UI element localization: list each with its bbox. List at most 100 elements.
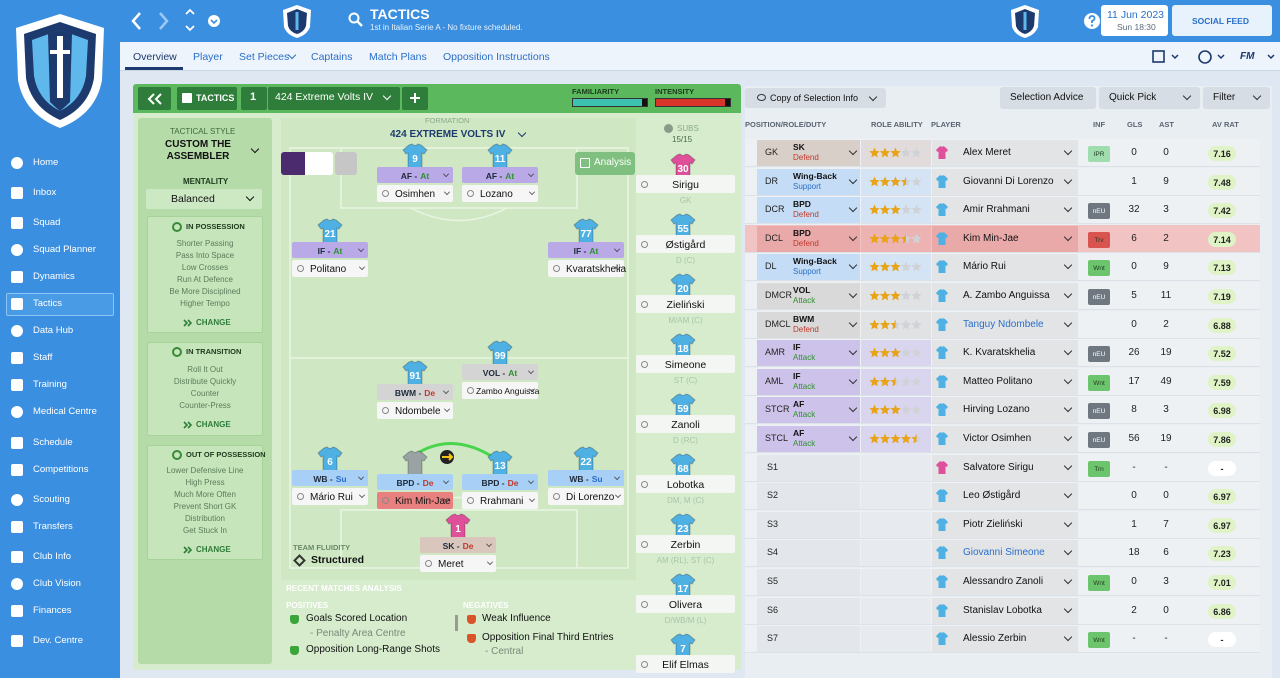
name-box[interactable]: Ndombele <box>377 402 453 419</box>
player-cell[interactable]: Alessio Zerbin <box>932 626 1078 653</box>
nav-item[interactable]: Club Vision <box>33 578 81 589</box>
sub-name-box[interactable]: Sirigu <box>636 175 735 193</box>
role-box[interactable]: IF - At <box>548 242 624 258</box>
tab[interactable]: Opposition Instructions <box>443 51 550 63</box>
player-name[interactable]: Kim Min-Jae <box>963 232 1019 244</box>
mentality-select[interactable] <box>146 189 262 209</box>
player-cell[interactable]: Kim Min-Jae <box>932 225 1078 252</box>
player-cell[interactable]: Amir Rrahmani <box>932 197 1078 224</box>
mentality[interactable]: Balanced <box>171 193 215 205</box>
sub-name-box[interactable]: Simeone <box>636 355 735 373</box>
analysis-title[interactable]: RECENT MATCHES ANALYSIS <box>286 584 402 593</box>
name-box[interactable]: Zambo Anguissa <box>462 382 539 399</box>
name-box[interactable]: Lozano <box>462 185 538 202</box>
player-name[interactable]: Alessio Zerbin <box>963 633 1027 645</box>
nav-item[interactable]: Squad Planner <box>33 244 96 255</box>
change-button[interactable]: CHANGE <box>196 545 231 554</box>
player-cell[interactable]: Hirving Lozano <box>932 397 1078 424</box>
date-box[interactable] <box>1101 5 1168 36</box>
sub-name-box[interactable]: Lobotka <box>636 475 735 493</box>
role-box[interactable]: BPD - De <box>462 474 538 490</box>
role[interactable]: BPD <box>793 227 811 238</box>
player-name[interactable]: Alex Meret <box>963 147 1011 158</box>
tab[interactable]: Player <box>193 51 223 63</box>
tab[interactable]: Overview <box>133 51 177 63</box>
role-box[interactable]: VOL - At <box>462 364 538 380</box>
role-box[interactable]: WB - Su <box>548 470 624 486</box>
player-cell[interactable]: Alessandro Zanoli <box>932 569 1078 595</box>
nav-item[interactable]: Data Hub <box>33 325 74 336</box>
nav-item[interactable]: Inbox <box>33 187 57 198</box>
role-box[interactable]: AF - At <box>462 167 538 183</box>
nav-item[interactable]: Home <box>33 157 59 168</box>
change-button[interactable]: CHANGE <box>196 318 231 327</box>
player-name[interactable]: Victor Osimhen <box>963 433 1032 444</box>
slot-number[interactable]: 1 <box>250 91 257 103</box>
analysis-button[interactable] <box>575 152 635 175</box>
nav-item[interactable]: Transfers <box>33 521 73 532</box>
player-name[interactable]: K. Kvaratskhelia <box>963 347 1036 359</box>
name-box[interactable]: Kim Min-Jae <box>377 492 453 509</box>
tab[interactable]: Captains <box>311 51 353 63</box>
game-menu[interactable]: FM <box>1240 51 1255 62</box>
player-cell[interactable]: Alex Meret <box>932 140 1078 166</box>
social-feed[interactable]: SOCIAL FEED <box>1192 16 1249 26</box>
player-cell[interactable]: Tanguy Ndombele <box>932 311 1078 338</box>
name-box[interactable]: Politano <box>292 260 368 277</box>
player-cell[interactable]: A. Zambo Anguissa <box>932 283 1078 309</box>
role[interactable]: SK <box>793 142 805 152</box>
role-box[interactable]: IF - At <box>292 242 368 258</box>
player-name[interactable]: A. Zambo Anguissa <box>963 290 1050 301</box>
nav-item[interactable]: Tactics <box>33 298 63 309</box>
player-cell[interactable]: Piotr Zieliński <box>932 511 1078 538</box>
change-button[interactable]: CHANGE <box>196 420 231 429</box>
player-cell[interactable]: Giovanni Simeone <box>932 540 1078 567</box>
nav-item[interactable]: Dev. Centre <box>33 635 83 646</box>
player-cell[interactable]: Matteo Politano <box>932 368 1078 395</box>
player-cell[interactable]: Stanislav Lobotka <box>932 597 1078 624</box>
nav-item[interactable]: Scouting <box>33 494 70 505</box>
player-cell[interactable]: Giovanni Di Lorenzo <box>932 168 1078 195</box>
pitch-view-buttons[interactable] <box>281 152 333 175</box>
player-cell[interactable]: Victor Osimhen <box>932 426 1078 452</box>
name-box[interactable]: Kvaratskhelia <box>548 260 626 277</box>
player-name[interactable]: Matteo Politano <box>963 375 1033 387</box>
nav-item[interactable]: Medical Centre <box>33 406 97 417</box>
name-box[interactable]: Di Lorenzo <box>548 488 624 505</box>
nav-item[interactable]: Competitions <box>33 464 89 475</box>
role[interactable]: BWM <box>793 313 815 324</box>
player-name[interactable]: Amir Rrahmani <box>963 204 1030 216</box>
up-down[interactable] <box>182 8 222 34</box>
social-box[interactable] <box>1172 5 1272 36</box>
collapse-button[interactable] <box>138 87 171 110</box>
role-box[interactable]: BWM - De <box>377 384 453 400</box>
role-box[interactable]: WB - Su <box>292 470 368 486</box>
formation-name[interactable]: 424 EXTREME VOLTS IV <box>390 129 506 140</box>
sub-name-box[interactable]: Olivera <box>636 595 735 613</box>
tactic-select[interactable] <box>268 87 400 110</box>
player-name[interactable]: Giovanni Di Lorenzo <box>963 175 1054 187</box>
role[interactable]: AF <box>793 428 805 438</box>
role[interactable]: BPD <box>793 199 811 210</box>
player-cell[interactable]: K. Kvaratskhelia <box>932 340 1078 367</box>
tactic-name[interactable]: 424 Extreme Volts IV <box>275 91 374 103</box>
nav-item[interactable]: Finances <box>33 605 72 616</box>
tab[interactable]: Set Pieces <box>239 51 290 63</box>
player-name[interactable]: Hirving Lozano <box>963 404 1030 416</box>
player-name[interactable]: Giovanni Simeone <box>963 547 1045 559</box>
role[interactable]: IF <box>793 370 801 381</box>
role-box[interactable]: BPD - De <box>377 474 453 490</box>
search-icon[interactable] <box>348 12 364 28</box>
nav-item[interactable]: Training <box>33 379 67 390</box>
panel-button[interactable]: Selection Advice <box>1000 87 1096 109</box>
player-cell[interactable]: Salvatore Sirigu <box>932 454 1078 481</box>
nav-item[interactable]: Club Info <box>33 551 72 562</box>
name-box[interactable]: Meret <box>420 555 496 572</box>
nav-item[interactable]: Squad <box>33 217 61 228</box>
role-box[interactable]: SK - De <box>420 537 496 553</box>
role[interactable]: IF <box>793 342 801 353</box>
add-tactic[interactable] <box>402 87 428 110</box>
player-name[interactable]: Stanislav Lobotka <box>963 604 1042 616</box>
role[interactable]: VOL <box>793 285 811 295</box>
player-name[interactable]: Salvatore Sirigu <box>963 461 1034 473</box>
